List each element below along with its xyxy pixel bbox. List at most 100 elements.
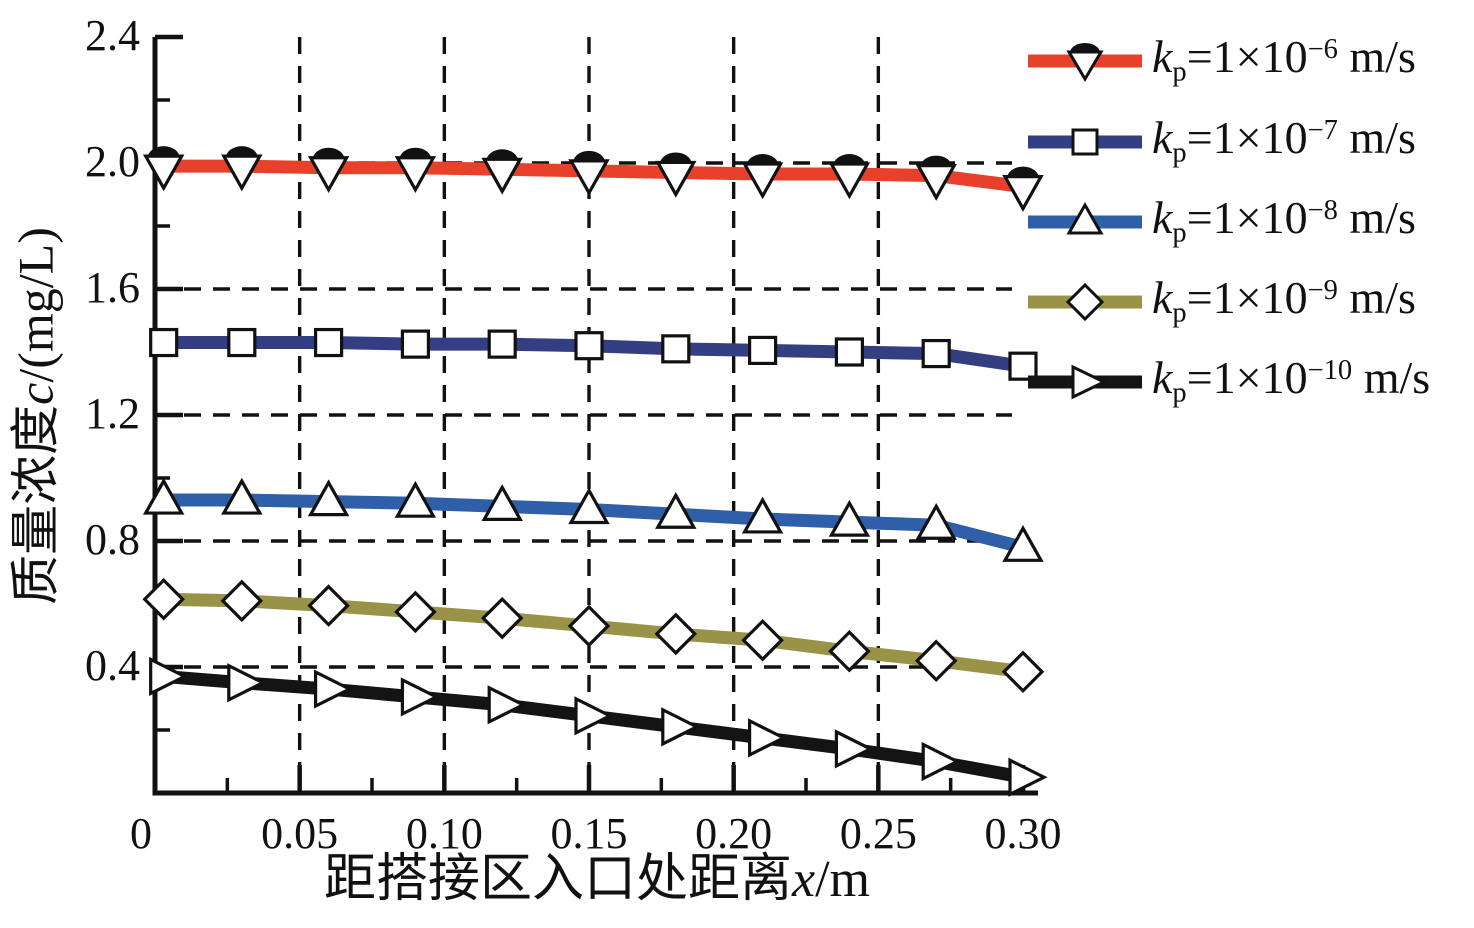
y-tick-label: 0.8 [85,515,140,564]
series-marker-2 [221,477,263,515]
series-marker-2 [1002,525,1044,562]
series-marker-2 [142,477,185,515]
legend-k-variable: k [1152,272,1173,323]
legend-exponent: −6 [1307,33,1338,65]
legend-equals-base: =1×10 [1186,31,1308,82]
legend-marker [1071,364,1108,399]
x-axis-title: 距搭接区入口处距离x/m [324,850,870,910]
x-axis-variable: x [792,851,816,908]
series-marker-2 [828,499,871,537]
legend-swatch-triangle-right-icon [1028,364,1142,399]
series-marker-0 [142,154,185,192]
legend-label: kp=1×10−6 m/s [1152,34,1416,87]
x-tick-label: 0.10 [405,809,483,858]
legend-exponent: −8 [1307,194,1338,226]
series-marker-0 [915,164,957,201]
y-tick-label: 2.4 [85,11,140,60]
series-marker-1 [400,329,430,359]
series-marker-4 [834,729,874,769]
series-marker-1 [661,334,691,364]
series-marker-2 [307,479,350,517]
series-marker-3 [567,604,611,648]
legend-exponent: −10 [1307,354,1353,386]
series-marker-0 [1002,175,1044,212]
y-tick-label: 1.6 [85,263,140,312]
legend-k-subscript: p [1172,297,1187,329]
legend-k-variable: k [1152,31,1173,82]
legend-swatch-diamond-icon [1028,282,1142,321]
series-marker-3 [914,639,958,682]
legend-swatch-triangle-down-icon [1028,42,1142,82]
series-marker-0 [394,156,437,193]
x-tick-label: 0.25 [839,809,917,858]
series-marker-4 [227,663,267,703]
series-marker-1 [314,327,344,358]
legend-marker [1065,282,1105,321]
y-axis-title-text: 质量浓度 [7,404,64,605]
series-marker-1 [227,327,257,358]
series-marker-2 [915,502,957,540]
series-marker-4 [661,707,701,747]
series-marker-2 [394,480,437,518]
x-tick-label: 0.30 [984,809,1062,858]
series-marker-1 [834,337,865,367]
series-marker-3 [220,579,264,623]
legend-item-2: kp=1×10−8 m/s [1026,195,1416,248]
legend-equals-base: =1×10 [1186,112,1308,163]
series-marker-4 [1008,757,1048,797]
series-marker-1 [747,335,778,366]
series-marker-3 [828,629,871,673]
legend-label: kp=1×10−9 m/s [1152,275,1416,328]
series-marker-3 [142,578,185,621]
legend-item-4: kp=1×10−10 m/s [1026,355,1430,408]
legend-unit: m/s [1337,272,1416,323]
series-marker-0 [828,162,871,200]
series-line-4 [163,669,1025,784]
series-marker-2 [655,491,697,529]
x-tick-label: 0.20 [695,809,773,858]
y-axis-variable: c [7,382,64,405]
y-tick-label: 1.2 [85,389,140,438]
x-tick-label: 0.05 [261,809,339,858]
legend-k-variable: k [1152,352,1173,403]
series-marker-2 [568,487,610,525]
legend-k-subscript: p [1172,56,1187,88]
y-tick-label: 2.0 [85,137,140,186]
legend-k-variable: k [1152,192,1173,243]
series-marker-4 [314,669,354,709]
legend-label: kp=1×10−8 m/s [1152,195,1416,248]
legend-swatch-triangle-up-icon [1028,201,1142,235]
legend-marker [1066,50,1104,82]
legend-k-subscript: p [1172,217,1187,249]
legend-label: kp=1×10−7 m/s [1152,115,1416,168]
series-marker-3 [394,590,437,634]
y-axis-title: 质量浓度c/(mg/L) [7,227,65,605]
series-marker-4 [921,741,961,782]
legend-item-0: kp=1×10−6 m/s [1026,34,1416,87]
legend-k-subscript: p [1172,137,1187,169]
y-tick-label: 0.4 [85,641,140,690]
series-marker-4 [487,685,527,725]
legend-item-3: kp=1×10−9 m/s [1026,275,1416,328]
series-marker-1 [487,329,517,359]
legend-unit: m/s [1352,352,1431,403]
legend-unit: m/s [1337,31,1416,82]
series-marker-0 [481,157,523,195]
series-marker-1 [574,331,604,361]
series-marker-4 [747,718,788,758]
legend-item-1: kp=1×10−7 m/s [1026,115,1416,168]
series-marker-3 [480,596,524,640]
series-marker-2 [481,484,523,521]
series-marker-1 [1008,351,1038,381]
x-axis-title-text: 距搭接区入口处距离 [323,851,793,908]
series-marker-0 [655,160,697,198]
legend-exponent: −7 [1307,114,1338,146]
legend-label: kp=1×10−10 m/s [1152,355,1430,408]
series-marker-4 [400,677,440,717]
legend-equals-base: =1×10 [1186,272,1308,323]
series-marker-3 [307,584,350,627]
y-axis-unit: /(mg/L) [7,227,64,383]
legend-exponent: −9 [1307,274,1338,306]
